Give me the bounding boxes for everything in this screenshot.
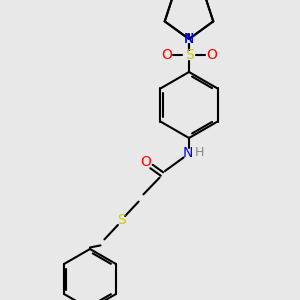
Text: S: S	[117, 214, 126, 227]
Text: O: O	[140, 155, 151, 169]
Text: O: O	[161, 49, 172, 62]
Text: S: S	[184, 49, 194, 62]
Text: N: N	[184, 32, 194, 46]
Text: O: O	[206, 49, 217, 62]
Text: H: H	[195, 146, 204, 160]
Text: N: N	[182, 146, 193, 160]
Text: N: N	[184, 32, 194, 46]
